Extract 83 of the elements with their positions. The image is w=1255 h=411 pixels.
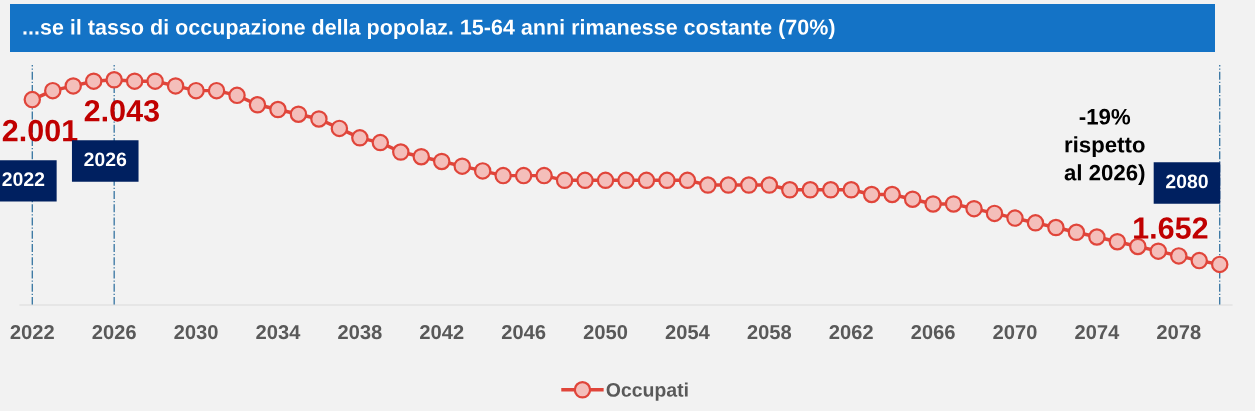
point — [371, 133, 390, 152]
point — [1067, 223, 1086, 242]
point — [637, 171, 656, 190]
x-tick-label: 2046 — [501, 324, 546, 340]
point — [1129, 237, 1147, 256]
point — [699, 176, 717, 194]
x-tick-label: 2026 — [92, 324, 136, 340]
point — [576, 171, 594, 190]
x-tick-label: 2074 — [1075, 324, 1120, 340]
point — [596, 171, 615, 190]
point — [985, 204, 1004, 223]
point — [617, 171, 635, 190]
point — [1047, 218, 1065, 237]
point — [555, 171, 574, 190]
point — [801, 181, 820, 199]
point — [494, 166, 512, 185]
point — [146, 72, 164, 90]
point — [1170, 247, 1188, 265]
data-label: 1.652 — [1134, 217, 1208, 239]
point — [351, 129, 369, 147]
ref-line-label: 2026 — [84, 152, 127, 167]
point — [514, 166, 533, 185]
point — [1026, 214, 1045, 232]
point — [330, 119, 349, 138]
ref-line-label: 2080 — [1166, 174, 1208, 189]
annotation: -19% rispetto al 2026) — [1064, 108, 1145, 185]
x-tick-label: 2054 — [665, 324, 710, 340]
x-tick-label: 2058 — [747, 324, 792, 340]
point — [453, 157, 471, 175]
point — [392, 143, 410, 161]
point — [883, 185, 901, 204]
point — [432, 152, 451, 171]
point — [862, 185, 881, 204]
point — [289, 105, 308, 123]
data-label: 2.001 — [2, 119, 78, 142]
x-tick-label: 2042 — [420, 324, 464, 340]
point — [248, 96, 267, 114]
point — [842, 181, 860, 199]
point — [23, 90, 42, 109]
point — [965, 199, 983, 218]
x-tick-label: 2078 — [1157, 324, 1201, 340]
point — [924, 195, 942, 213]
x-tick-label: 2038 — [338, 324, 382, 340]
point — [658, 171, 676, 190]
point — [207, 81, 226, 100]
point — [64, 77, 82, 95]
point — [44, 81, 62, 100]
x-tick-label: 2070 — [993, 324, 1037, 340]
point — [1210, 255, 1229, 274]
point — [228, 86, 246, 105]
point — [412, 147, 431, 166]
chart-title: ...se il tasso di occupazione della popolaz. 15-64 anni rimanesse costante (70%) — [23, 18, 835, 40]
point — [1006, 209, 1024, 227]
point — [310, 110, 328, 128]
point — [760, 176, 779, 194]
point — [944, 195, 963, 213]
x-tick-label: 2022 — [10, 324, 54, 340]
x-tick-label: 2034 — [256, 324, 301, 340]
point — [166, 77, 185, 95]
x-tick-label: 2066 — [911, 324, 955, 340]
point — [1149, 242, 1168, 260]
point — [535, 166, 553, 185]
point — [473, 162, 492, 180]
ref-line-label: 2022 — [2, 172, 45, 187]
point — [678, 171, 697, 190]
point — [105, 71, 123, 89]
point — [740, 176, 758, 194]
data-label: 2.043 — [84, 100, 159, 122]
x-tick-label: 2062 — [829, 324, 873, 340]
point — [903, 190, 922, 208]
point — [1108, 232, 1127, 251]
point — [269, 100, 287, 119]
point — [84, 72, 103, 90]
x-tick-label: 2050 — [583, 324, 628, 340]
point — [1088, 228, 1106, 246]
legend-label: Occupati — [606, 382, 688, 401]
point — [125, 72, 144, 90]
point — [719, 176, 738, 194]
point — [781, 181, 799, 199]
point — [821, 181, 840, 199]
x-tick-label: 2030 — [174, 324, 218, 340]
point — [187, 81, 205, 100]
point — [1190, 251, 1208, 270]
